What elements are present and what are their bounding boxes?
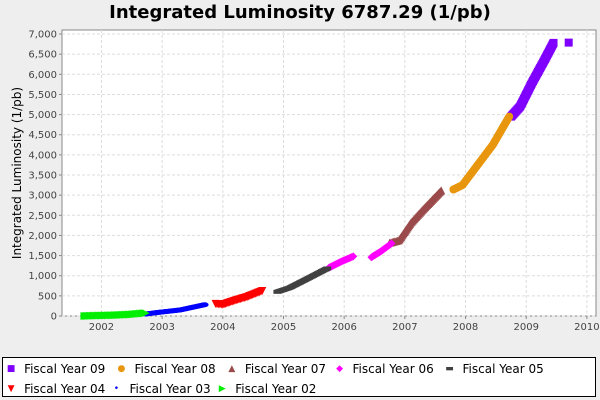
x-tick-label: 2008 [453,322,478,333]
y-tick-label: 500 [38,291,57,302]
y-tick-label: 0 [51,312,57,323]
y-tick-label: 4,000 [28,150,57,161]
legend-item: ▬ Fiscal Year 05 [445,362,544,376]
y-tick-label: 5,500 [28,90,57,101]
x-tick-label: 2010 [574,322,599,333]
y-tick-label: 2,500 [28,211,57,222]
legend-label: Fiscal Year 06 [352,362,434,376]
x-tick-label: 2007 [392,322,417,333]
data-point [564,38,573,47]
chart-title: Integrated Luminosity 6787.29 (1/pb) [109,2,491,23]
data-point [437,186,446,195]
data-point [549,38,558,47]
legend-marker-icon: ▼ [7,384,15,394]
legend-label: Fiscal Year 03 [129,382,211,396]
y-tick-label: 7,000 [28,30,57,41]
y-tick-label: 1,500 [28,251,57,262]
data-point [349,252,358,261]
plot-area [61,29,597,317]
legend-marker-icon: ▬ [445,364,454,374]
x-tick-label: 2006 [331,322,356,333]
x-tick-label: 2002 [89,322,114,333]
y-tick-label: 6,500 [28,50,57,61]
x-tick-label: 2009 [513,322,538,333]
legend: ■ Fiscal Year 09 ● Fiscal Year 08 ▲ Fiscal Ye… [2,357,596,397]
legend-label: Fiscal Year 04 [24,382,106,396]
legend-marker-icon: ▲ [228,364,236,374]
x-tick-label: 2003 [149,322,174,333]
legend-item: ▲ Fiscal Year 07 [227,362,326,376]
legend-marker-icon: ▶ [218,384,226,394]
legend-marker-icon: • [113,384,120,394]
x-tick-label: 2004 [210,322,235,333]
y-tick-label: 3,500 [28,171,57,182]
legend-label: Fiscal Year 05 [462,362,544,376]
data-point [200,302,209,308]
data-point [258,287,267,296]
y-tick-label: 3,000 [28,191,57,202]
legend-marker-icon: ● [117,364,126,374]
legend-label: Fiscal Year 02 [235,382,317,396]
data-point [323,266,332,271]
y-axis-label: Integrated Luminosity (1/pb) [10,87,24,259]
data-point [141,309,150,318]
x-tick-label: 2005 [271,322,296,333]
y-tick-label: 4,500 [28,130,57,141]
legend-item: ■ Fiscal Year 09 [6,362,105,376]
legend-marker-icon: ◆ [336,364,343,374]
y-tick-label: 1,000 [28,271,57,282]
legend-item: ◆ Fiscal Year 06 [335,362,434,376]
y-tick-label: 5,000 [28,110,57,121]
legend-item: ▶ Fiscal Year 02 [217,382,317,396]
legend-item: • Fiscal Year 03 [111,382,211,396]
y-tick-label: 2,000 [28,231,57,242]
legend-label: Fiscal Year 09 [24,362,106,376]
legend-marker-icon: ■ [6,364,16,374]
legend-item: ● Fiscal Year 08 [116,362,216,376]
data-point [505,112,514,121]
legend-label: Fiscal Year 08 [134,362,216,376]
legend-label: Fiscal Year 07 [244,362,327,376]
legend-item: ▼ Fiscal Year 04 [6,382,106,396]
data-point [387,239,396,248]
y-tick-label: 6,000 [28,70,57,81]
